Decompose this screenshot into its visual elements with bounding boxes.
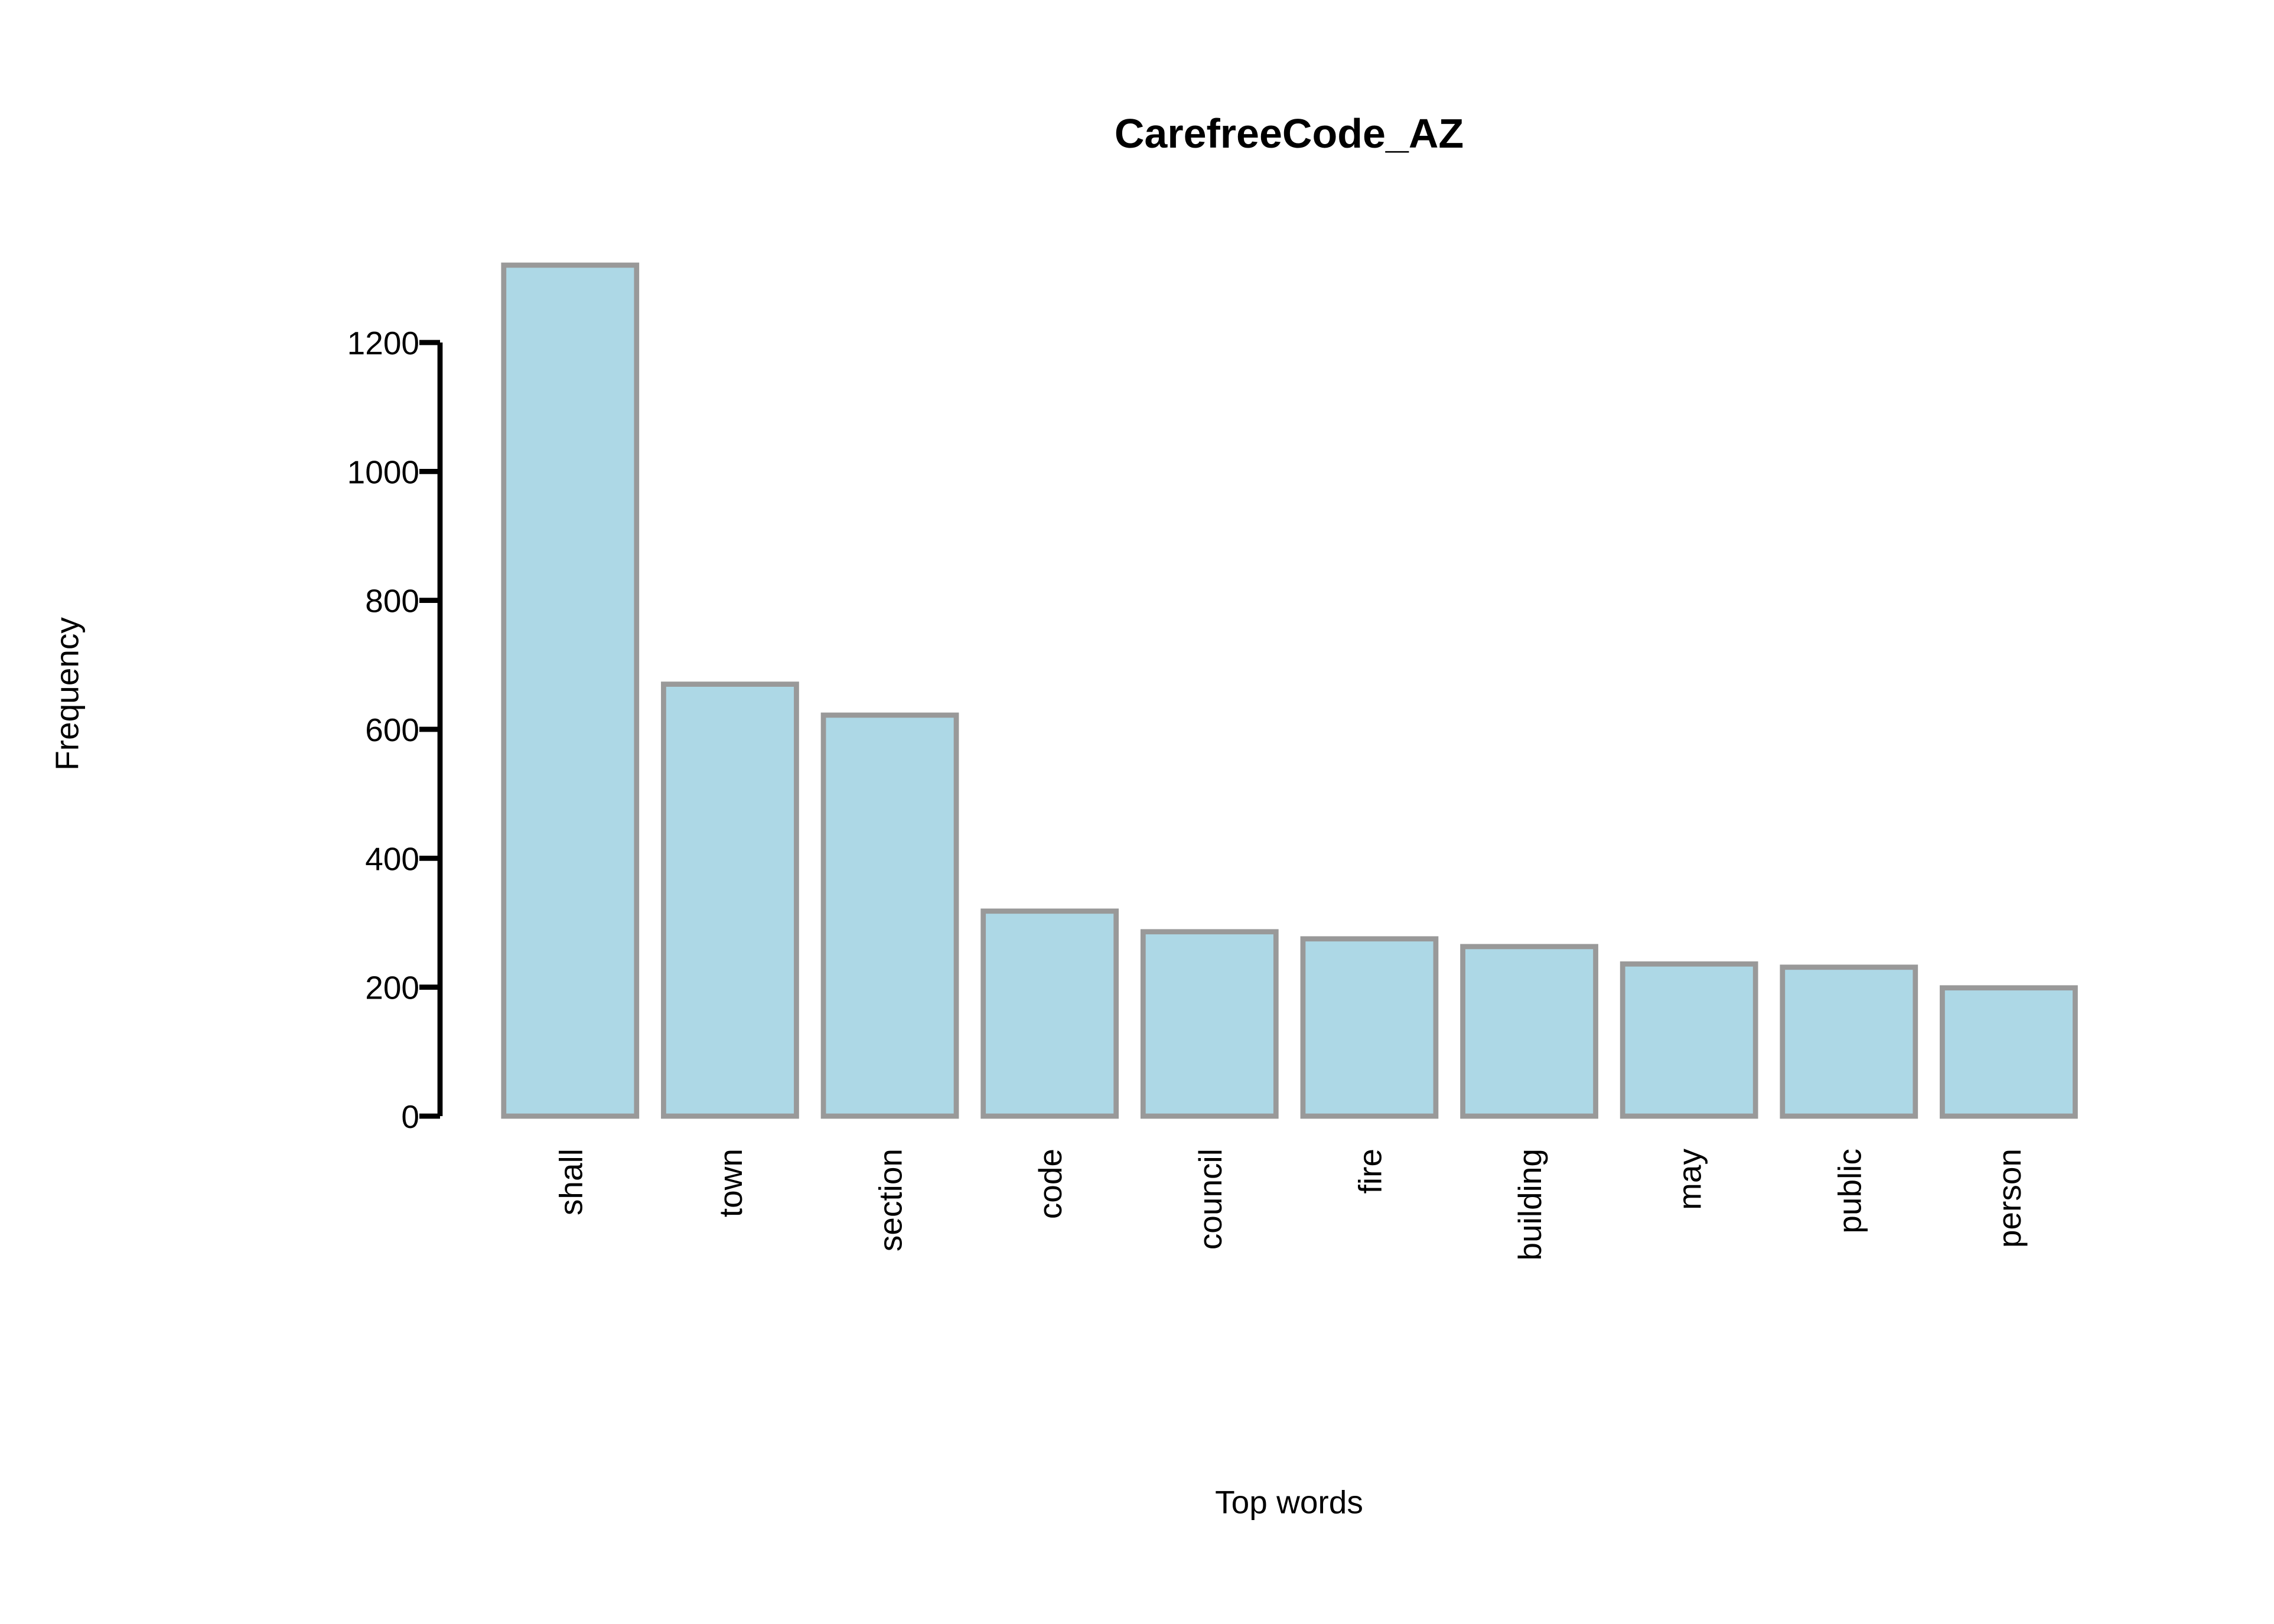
y-tick-label: 1000 (347, 454, 419, 490)
bar (1300, 936, 1439, 1119)
bar (820, 712, 959, 1119)
x-tick-label: person (1991, 1149, 2028, 1248)
y-axis-label: Frequency (49, 617, 86, 771)
x-tick-label: building (1511, 1149, 1548, 1261)
x-tick-label: fire (1351, 1149, 1388, 1193)
bar (1940, 985, 2078, 1119)
x-tick-label: code (1032, 1149, 1068, 1219)
y-tick-label: 600 (365, 712, 419, 748)
y-tick-label: 1200 (347, 325, 419, 361)
x-tick-label: section (872, 1149, 909, 1251)
bar (980, 908, 1119, 1119)
bar (1620, 961, 1758, 1119)
bar (1780, 964, 1918, 1119)
y-tick-label: 400 (365, 840, 419, 877)
bar (501, 262, 640, 1119)
x-tick-label: town (712, 1149, 749, 1217)
y-tick-label: 0 (401, 1098, 419, 1135)
x-axis-label: Top words (1215, 1484, 1363, 1521)
chart-title: CarefreeCode_AZ (1115, 110, 1464, 156)
bar (661, 681, 799, 1119)
x-tick-label: may (1672, 1149, 1708, 1210)
bar (1460, 944, 1598, 1119)
x-tick-label: public (1831, 1149, 1868, 1234)
bar (1140, 929, 1279, 1119)
x-tick-label: shall (552, 1149, 589, 1215)
x-tick-label: council (1192, 1149, 1229, 1250)
y-tick-label: 200 (365, 970, 419, 1006)
y-tick-label: 800 (365, 583, 419, 619)
